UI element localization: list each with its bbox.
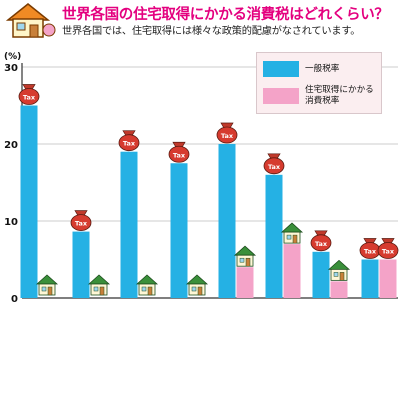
house-roof xyxy=(87,274,111,285)
house-icon xyxy=(327,259,351,281)
house-window xyxy=(93,286,99,292)
house-wall xyxy=(330,268,348,281)
house-wall xyxy=(188,283,206,296)
house-door xyxy=(47,286,53,296)
tax-bag-body xyxy=(216,126,238,144)
tax-bag-label: Tax xyxy=(315,240,328,248)
tax-bag-icon: Tax xyxy=(263,153,285,175)
tax-bag-body xyxy=(310,234,332,252)
bar-housing xyxy=(283,244,301,298)
legend-label-housing: 住宅取得にかかる 消費税率 xyxy=(305,85,374,106)
tax-bag-icon: Tax xyxy=(118,130,140,152)
chart-legend: 一般税率 住宅取得にかかる 消費税率 xyxy=(256,52,382,114)
tax-bag-label: Tax xyxy=(221,132,234,140)
house-window xyxy=(141,286,147,292)
house-window xyxy=(333,272,339,277)
house-wall xyxy=(138,283,156,296)
bar-general xyxy=(265,174,283,298)
bar-housing xyxy=(236,267,254,298)
house-roof xyxy=(280,222,304,233)
bar-housing xyxy=(330,281,348,298)
house-roof xyxy=(135,274,159,285)
house-roof xyxy=(233,245,257,256)
house-wall xyxy=(90,283,108,296)
tax-bag-icon: Tax xyxy=(18,84,40,105)
y-axis-label: (%) xyxy=(4,52,21,62)
page-subtitle: 世界各国では、住宅取得には様々な政策的配慮がなされています。 xyxy=(62,26,361,37)
tax-bag-label: Tax xyxy=(123,140,136,148)
house-door xyxy=(197,286,203,296)
house-icon xyxy=(135,274,159,296)
bar-general xyxy=(361,259,379,298)
house-wall xyxy=(236,254,254,267)
y-tick-label: 10 xyxy=(4,217,18,228)
tax-bag-label: Tax xyxy=(382,248,395,256)
tax-bag-label: Tax xyxy=(364,248,377,256)
tax-bag-icon: Tax xyxy=(216,122,238,144)
tax-bag-body xyxy=(377,242,399,259)
house-icon xyxy=(280,222,304,244)
legend-swatch-general xyxy=(263,61,299,77)
bar-housing xyxy=(379,259,397,298)
house-icon xyxy=(87,274,111,296)
tax-bag-body xyxy=(263,157,285,175)
bar-general xyxy=(20,105,38,298)
house-roof xyxy=(185,274,209,285)
house-window xyxy=(41,286,47,292)
tax-bag-label: Tax xyxy=(173,151,186,159)
legend-label-general: 一般税率 xyxy=(305,63,340,74)
bar-general xyxy=(72,231,90,298)
bar-general xyxy=(120,151,138,298)
bar-general xyxy=(312,251,330,298)
tax-bag-label: Tax xyxy=(23,94,36,102)
legend-item-general: 一般税率 xyxy=(263,61,339,77)
tax-bag-icon: Tax xyxy=(70,210,92,231)
legend-swatch-housing xyxy=(263,88,299,104)
house-door xyxy=(339,272,345,281)
y-tick-label: 20 xyxy=(4,140,18,151)
house-door xyxy=(245,257,251,267)
house-window xyxy=(239,257,245,263)
y-tick-label: 0 xyxy=(11,294,18,305)
tax-bag-body xyxy=(18,88,40,105)
legend-item-housing: 住宅取得にかかる 消費税率 xyxy=(263,85,374,107)
tax-bag-icon: Tax xyxy=(377,238,399,259)
y-tick-label: 30 xyxy=(4,63,18,74)
house-roof xyxy=(35,274,59,285)
house-icon xyxy=(35,274,59,296)
house-door xyxy=(99,286,105,296)
house-logo-icon xyxy=(5,3,56,38)
house-roof xyxy=(327,259,351,270)
house-wall xyxy=(38,283,56,296)
tax-bag-icon: Tax xyxy=(168,141,190,163)
tax-bag-body xyxy=(70,214,92,231)
page-title: 世界各国の住宅取得にかかる消費税はどれくらい？ xyxy=(62,7,389,23)
house-window xyxy=(191,286,197,292)
house-window xyxy=(286,234,292,240)
tax-bag-icon: Tax xyxy=(359,238,381,259)
bar-general xyxy=(170,163,188,298)
tax-bag-label: Tax xyxy=(268,163,281,171)
house-icon xyxy=(233,245,257,267)
house-door xyxy=(292,234,298,244)
tax-bag-label: Tax xyxy=(75,220,88,228)
house-door xyxy=(147,286,153,296)
tax-bag-body xyxy=(168,145,190,163)
house-wall xyxy=(283,231,301,244)
tax-bag-body xyxy=(118,134,140,152)
tax-bag-icon: Tax xyxy=(310,230,332,252)
bar-general xyxy=(218,144,236,298)
house-icon xyxy=(185,274,209,296)
